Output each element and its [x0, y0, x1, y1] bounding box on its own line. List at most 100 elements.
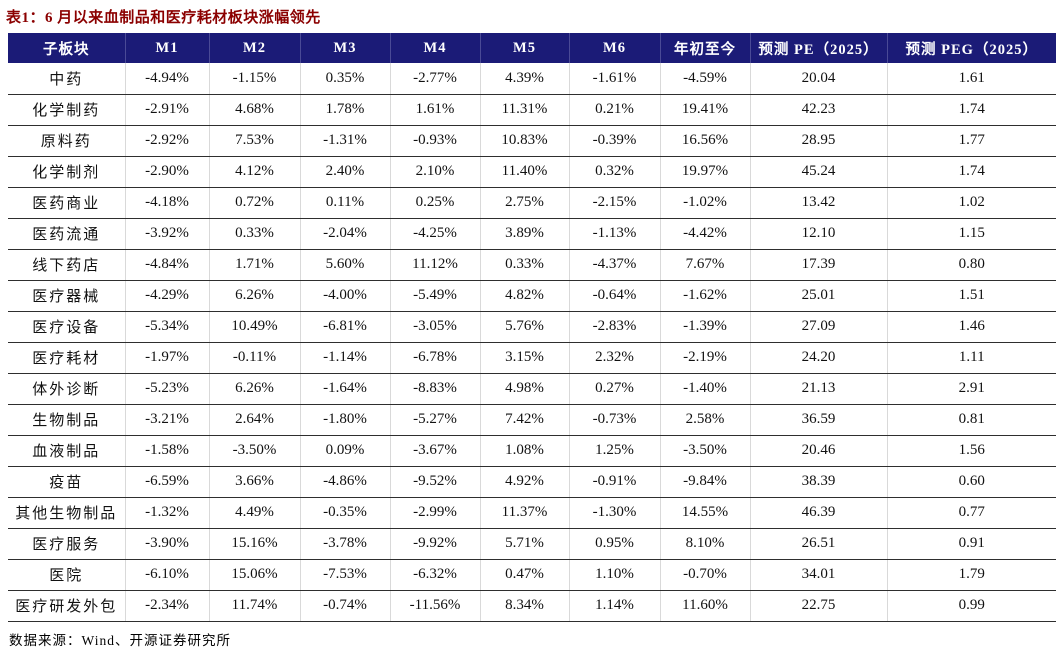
cell: 0.72% — [209, 187, 301, 219]
cell: -2.90% — [125, 156, 210, 188]
cell: -2.83% — [569, 311, 661, 343]
cell: 34.01 — [750, 559, 888, 591]
cell: -3.05% — [390, 311, 481, 343]
table-body: 中药 -4.94% -1.15% 0.35% -2.77% 4.39% -1.61% -4.5… — [8, 63, 1056, 622]
cell: -0.11% — [209, 342, 301, 374]
table-title: 表1：6 月以来血制品和医疗耗材板块涨幅领先 — [6, 10, 321, 26]
cell: -1.02% — [660, 187, 751, 219]
cell: 2.91 — [887, 373, 1056, 405]
cell: 7.67% — [660, 249, 751, 281]
cell: -6.59% — [125, 466, 210, 498]
row-label: 血液制品 — [8, 435, 126, 467]
cell: 46.39 — [750, 497, 888, 529]
cell: -2.99% — [390, 497, 481, 529]
cell: 0.33% — [209, 218, 301, 250]
row-label: 原料药 — [8, 125, 126, 157]
cell: 1.74 — [887, 94, 1056, 126]
cell: 0.95% — [569, 528, 661, 560]
cell: -0.35% — [300, 497, 391, 529]
column-header: M6 — [569, 33, 661, 63]
cell: -11.56% — [390, 590, 481, 622]
cell: 4.49% — [209, 497, 301, 529]
cell: -2.92% — [125, 125, 210, 157]
cell: 1.46 — [887, 311, 1056, 343]
table-row: 医疗设备 -5.34% 10.49% -6.81% -3.05% 5.76% -2.83% -… — [8, 311, 1056, 343]
cell: -4.86% — [300, 466, 391, 498]
column-header: 子板块 — [8, 33, 126, 63]
table-row: 医疗器械 -4.29% 6.26% -4.00% -5.49% 4.82% -0.64% -1… — [8, 280, 1056, 312]
cell: 1.61 — [887, 63, 1056, 95]
cell: 1.25% — [569, 435, 661, 467]
cell: 2.10% — [390, 156, 481, 188]
cell: 1.77 — [887, 125, 1056, 157]
cell: -4.29% — [125, 280, 210, 312]
cell: 11.60% — [660, 590, 751, 622]
cell: -2.19% — [660, 342, 751, 374]
cell: 11.40% — [480, 156, 570, 188]
cell: 6.26% — [209, 280, 301, 312]
table-row: 线下药店 -4.84% 1.71% 5.60% 11.12% 0.33% -4.37% 7.6… — [8, 249, 1056, 281]
table-row: 疫苗 -6.59% 3.66% -4.86% -9.52% 4.92% -0.91% -9.8… — [8, 466, 1056, 498]
cell: 0.32% — [569, 156, 661, 188]
row-label: 医疗研发外包 — [8, 590, 126, 622]
cell: -2.91% — [125, 94, 210, 126]
cell: 7.42% — [480, 404, 570, 436]
cell: -1.32% — [125, 497, 210, 529]
table-header: 子板块 M1 M2 M3 M4 M5 M6 年初至今 预测 PE（2025） 预测 PEG（202… — [8, 33, 1056, 63]
cell: -1.58% — [125, 435, 210, 467]
cell: -1.64% — [300, 373, 391, 405]
cell: -0.64% — [569, 280, 661, 312]
cell: 11.12% — [390, 249, 481, 281]
cell: -5.49% — [390, 280, 481, 312]
cell: 11.37% — [480, 497, 570, 529]
cell: -0.39% — [569, 125, 661, 157]
row-label: 医疗器械 — [8, 280, 126, 312]
column-header: M3 — [300, 33, 391, 63]
table-row: 中药 -4.94% -1.15% 0.35% -2.77% 4.39% -1.61% -4.5… — [8, 63, 1056, 95]
cell: -4.84% — [125, 249, 210, 281]
table-row: 医疗研发外包 -2.34% 11.74% -0.74% -11.56% 8.34% 1.14… — [8, 590, 1056, 622]
cell: -1.15% — [209, 63, 301, 95]
table-row: 化学制药 -2.91% 4.68% 1.78% 1.61% 11.31% 0.21% 19.4… — [8, 94, 1056, 126]
cell: 6.26% — [209, 373, 301, 405]
cell: -4.94% — [125, 63, 210, 95]
cell: -3.92% — [125, 218, 210, 250]
cell: -3.67% — [390, 435, 481, 467]
cell: -1.31% — [300, 125, 391, 157]
cell: 5.76% — [480, 311, 570, 343]
cell: 3.89% — [480, 218, 570, 250]
cell: 2.58% — [660, 404, 751, 436]
cell: -6.10% — [125, 559, 210, 591]
cell: 25.01 — [750, 280, 888, 312]
cell: 15.16% — [209, 528, 301, 560]
table-row: 血液制品 -1.58% -3.50% 0.09% -3.67% 1.08% 1.25% -3.… — [8, 435, 1056, 467]
row-label: 线下药店 — [8, 249, 126, 281]
cell: 8.34% — [480, 590, 570, 622]
cell: -1.62% — [660, 280, 751, 312]
table-row: 医疗服务 -3.90% 15.16% -3.78% -9.92% 5.71% 0.95% 8.… — [8, 528, 1056, 560]
cell: -1.30% — [569, 497, 661, 529]
cell: -6.32% — [390, 559, 481, 591]
cell: 27.09 — [750, 311, 888, 343]
cell: -5.34% — [125, 311, 210, 343]
cell: 17.39 — [750, 249, 888, 281]
column-header: 预测 PEG（2025） — [887, 33, 1056, 63]
cell: -4.18% — [125, 187, 210, 219]
cell: -2.34% — [125, 590, 210, 622]
cell: -1.13% — [569, 218, 661, 250]
cell: 2.40% — [300, 156, 391, 188]
cell: 2.64% — [209, 404, 301, 436]
cell: -5.23% — [125, 373, 210, 405]
cell: 1.78% — [300, 94, 391, 126]
column-header: M2 — [209, 33, 301, 63]
table-row: 医药商业 -4.18% 0.72% 0.11% 0.25% 2.75% -2.15% -1.0… — [8, 187, 1056, 219]
cell: 3.15% — [480, 342, 570, 374]
table-row: 化学制剂 -2.90% 4.12% 2.40% 2.10% 11.40% 0.32% 19.9… — [8, 156, 1056, 188]
cell: -4.00% — [300, 280, 391, 312]
table-row: 原料药 -2.92% 7.53% -1.31% -0.93% 10.83% -0.39% 16… — [8, 125, 1056, 157]
row-label: 其他生物制品 — [8, 497, 126, 529]
cell: -7.53% — [300, 559, 391, 591]
cell: -1.80% — [300, 404, 391, 436]
cell: 0.81 — [887, 404, 1056, 436]
cell: -0.91% — [569, 466, 661, 498]
